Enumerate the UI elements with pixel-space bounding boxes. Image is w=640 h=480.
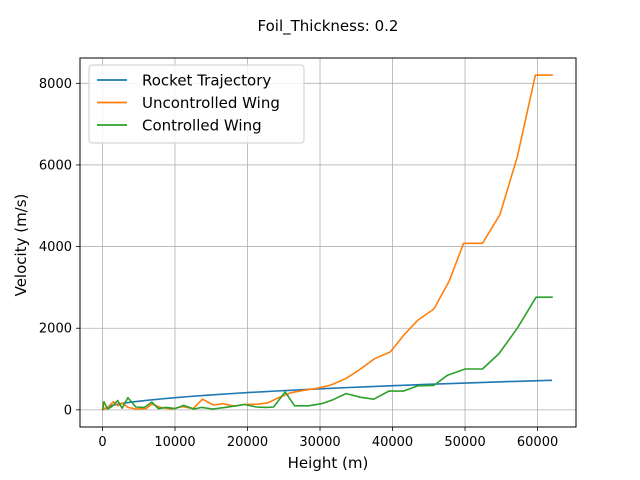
plot-frame [79,57,577,428]
x-tick-label: 30000 [299,435,340,450]
y-tick-label: 4000 [39,240,72,255]
x-tick-label: 50000 [444,435,485,450]
y-tick-label: 0 [64,403,72,418]
x-tick-label: 20000 [227,435,268,450]
y-tick-label: 8000 [39,77,72,92]
y-tick-label: 6000 [39,158,72,173]
plot-series [101,74,553,411]
y-axis-label: Velocity (m/s) [12,194,30,297]
legend-label: Controlled Wing [142,117,262,135]
series-line-rocket-trajectory [102,379,553,411]
series-line-uncontrolled-wing [101,74,553,411]
series-line-controlled-wing [101,296,553,411]
chart-title: Foil_Thickness: 0.2 [258,17,399,36]
legend-label: Rocket Trajectory [142,72,271,90]
legend: Rocket Trajectory Uncontrolled Wing Contro… [88,64,305,144]
legend-label: Uncontrolled Wing [142,94,280,112]
x-axis-ticks: 0 10000 20000 30000 40000 50000 60000 [98,427,558,450]
y-tick-label: 2000 [39,322,72,337]
x-tick-label: 10000 [154,435,195,450]
y-axis-ticks: 0 2000 4000 6000 8000 [39,77,80,418]
x-axis-label: Height (m) [288,454,369,472]
x-tick-label: 60000 [517,435,558,450]
legend-box [88,64,305,144]
x-tick-label: 0 [98,435,106,450]
x-tick-label: 40000 [372,435,413,450]
